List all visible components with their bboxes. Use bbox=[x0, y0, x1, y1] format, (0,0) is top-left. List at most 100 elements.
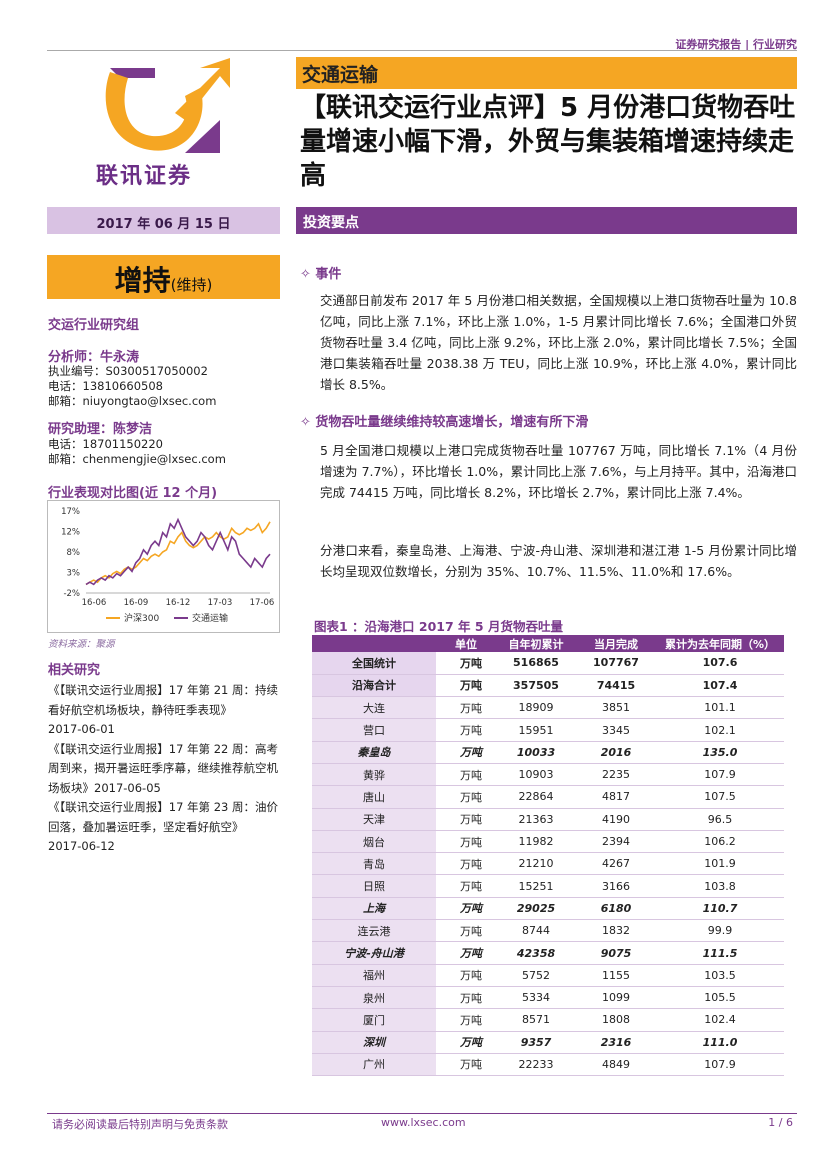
month-cell: 1832 bbox=[576, 919, 656, 943]
x-tick-label: 16-09 bbox=[124, 598, 149, 608]
month-cell: 9075 bbox=[576, 941, 656, 965]
table-row: 营口 万吨 15951 3345 102.1 bbox=[312, 718, 784, 742]
port-cell: 青岛 bbox=[312, 852, 436, 876]
table-row: 福州 万吨 5752 1155 103.5 bbox=[312, 964, 784, 987]
yoy-cell: 102.4 bbox=[656, 1008, 784, 1032]
related-item[interactable]: 《【联讯交运行业周报】17 年第 21 周：持续看好航空机场板块，静待旺季表现》 bbox=[48, 683, 278, 717]
table-row: 唐山 万吨 22864 4817 107.5 bbox=[312, 785, 784, 809]
header-ytd: 自年初累计 bbox=[496, 635, 576, 652]
port-cell: 天津 bbox=[312, 808, 436, 831]
ytd-cell: 8744 bbox=[496, 919, 576, 943]
month-cell: 4267 bbox=[576, 852, 656, 876]
cargo-section-title: ✧ 货物吞吐量继续维持较高速增长，增速有所下滑 bbox=[300, 415, 589, 430]
unit-cell: 万吨 bbox=[436, 897, 496, 921]
unit-cell: 万吨 bbox=[436, 696, 496, 720]
month-cell: 74415 bbox=[576, 674, 656, 698]
month-cell: 1155 bbox=[576, 964, 656, 987]
table-row: 烟台 万吨 11982 2394 106.2 bbox=[312, 830, 784, 854]
unit-cell: 万吨 bbox=[436, 919, 496, 943]
table-row: 深圳 万吨 9357 2316 111.0 bbox=[312, 1031, 784, 1054]
port-cell: 沿海合计 bbox=[312, 674, 436, 698]
unit-cell: 万吨 bbox=[436, 718, 496, 742]
unit-cell: 万吨 bbox=[436, 830, 496, 854]
yoy-cell: 107.4 bbox=[656, 674, 784, 698]
yoy-cell: 103.5 bbox=[656, 964, 784, 987]
report-date: 2017 年 06 月 15 日 bbox=[96, 217, 231, 232]
y-tick-label: -2% bbox=[63, 589, 80, 599]
table-body: 全国统计 万吨 516865 107767 107.6 沿海合计 万吨 357505 74415… bbox=[312, 652, 784, 1077]
month-cell: 2316 bbox=[576, 1031, 656, 1054]
table-row: 宁波-舟山港 万吨 42358 9075 111.5 bbox=[312, 941, 784, 965]
ytd-cell: 42358 bbox=[496, 941, 576, 965]
related-item[interactable]: 《【联讯交运行业周报】17 年第 23 周：油价回落，叠加暑运旺季，坚定看好航空… bbox=[48, 800, 278, 834]
ytd-cell: 5752 bbox=[496, 964, 576, 987]
unit-cell: 万吨 bbox=[436, 941, 496, 965]
yoy-cell: 101.1 bbox=[656, 696, 784, 720]
port-cell: 连云港 bbox=[312, 919, 436, 943]
yoy-cell: 107.9 bbox=[656, 763, 784, 787]
ytd-cell: 357505 bbox=[496, 674, 576, 698]
sector-banner bbox=[296, 57, 797, 89]
date-banner bbox=[47, 207, 280, 234]
unit-cell: 万吨 bbox=[436, 652, 496, 675]
event-section-title: ✧ 事件 bbox=[300, 267, 342, 282]
x-tick-label: 17-06 bbox=[250, 598, 275, 608]
report-type-tag: 证券研究报告 | 行业研究 bbox=[675, 38, 797, 51]
port-cell: 大连 bbox=[312, 696, 436, 720]
port-cell: 唐山 bbox=[312, 785, 436, 809]
event-paragraph: 交通部日前发布 2017 年 5 月份港口相关数据，全国规模以上港口货物吞吐量为… bbox=[320, 293, 797, 392]
header-unit: 单位 bbox=[436, 635, 496, 652]
related-item: 2017-06-12 bbox=[48, 839, 115, 853]
port-cell: 黄骅 bbox=[312, 763, 436, 787]
port-cell: 宁波-舟山港 bbox=[312, 941, 436, 965]
related-item: 2017-06-01 bbox=[48, 722, 115, 736]
company-logo bbox=[105, 58, 230, 153]
table-header-row: 单位 自年初累计 当月完成 累计为去年同期（%） bbox=[312, 635, 784, 652]
ytd-cell: 29025 bbox=[496, 897, 576, 921]
header-yoy: 累计为去年同期（%） bbox=[656, 635, 784, 652]
sector-label: 交通运输 bbox=[302, 64, 379, 86]
assistant-title: 研究助理：陈梦洁 bbox=[48, 422, 153, 437]
key-points-label: 投资要点 bbox=[303, 215, 359, 231]
analyst-info: 执业编号：S0300517050002 电话：13810660508 邮箱：ni… bbox=[48, 364, 216, 409]
related-item[interactable]: 《【联讯交运行业周报】17 年第 22 周：高考周到来，揭开暑运旺季序幕，继续推… bbox=[48, 741, 278, 795]
port-cell: 福州 bbox=[312, 964, 436, 987]
unit-cell: 万吨 bbox=[436, 763, 496, 787]
port-cell: 深圳 bbox=[312, 1031, 436, 1054]
table-row: 秦皇岛 万吨 10033 2016 135.0 bbox=[312, 741, 784, 764]
assistant-phone: 电话：18701150220 bbox=[48, 437, 163, 451]
legend-label: 沪深300 bbox=[124, 612, 159, 624]
header-divider bbox=[47, 50, 797, 51]
chart-source-note: 资料来源：聚源 bbox=[48, 639, 115, 650]
yoy-cell: 101.9 bbox=[656, 852, 784, 876]
rating-value: 增持 bbox=[114, 264, 171, 297]
month-cell: 1099 bbox=[576, 986, 656, 1010]
port-cell: 广州 bbox=[312, 1053, 436, 1077]
yoy-cell: 102.1 bbox=[656, 718, 784, 742]
ytd-cell: 18909 bbox=[496, 696, 576, 720]
month-cell: 4849 bbox=[576, 1053, 656, 1077]
yoy-cell: 111.5 bbox=[656, 941, 784, 965]
series-line-1 bbox=[85, 521, 271, 586]
legend-label: 交通运输 bbox=[192, 612, 228, 624]
table-row: 日照 万吨 15251 3166 103.8 bbox=[312, 874, 784, 898]
port-cell: 上海 bbox=[312, 897, 436, 921]
unit-cell: 万吨 bbox=[436, 1008, 496, 1032]
yoy-cell: 135.0 bbox=[656, 741, 784, 764]
footer-website[interactable]: www.lxsec.com bbox=[381, 1116, 466, 1129]
unit-cell: 万吨 bbox=[436, 1031, 496, 1054]
yoy-cell: 107.9 bbox=[656, 1053, 784, 1077]
analyst-license: 执业编号：S0300517050002 bbox=[48, 364, 208, 378]
cargo-paragraph-2: 分港口来看，秦皇岛港、上海港、宁波-舟山港、深圳港和湛江港 1-5 月份累计同比… bbox=[320, 543, 797, 579]
month-cell: 4817 bbox=[576, 785, 656, 809]
analyst-email[interactable]: 邮箱：niuyongtao@lxsec.com bbox=[48, 394, 217, 408]
month-cell: 2394 bbox=[576, 830, 656, 854]
port-cell: 烟台 bbox=[312, 830, 436, 854]
ytd-cell: 516865 bbox=[496, 652, 576, 675]
month-cell: 107767 bbox=[576, 652, 656, 675]
ytd-cell: 11982 bbox=[496, 830, 576, 854]
ytd-cell: 8571 bbox=[496, 1008, 576, 1032]
assistant-email[interactable]: 邮箱：chenmengjie@lxsec.com bbox=[48, 452, 226, 466]
yoy-cell: 110.7 bbox=[656, 897, 784, 921]
analyst-phone: 电话：13810660508 bbox=[48, 379, 163, 393]
